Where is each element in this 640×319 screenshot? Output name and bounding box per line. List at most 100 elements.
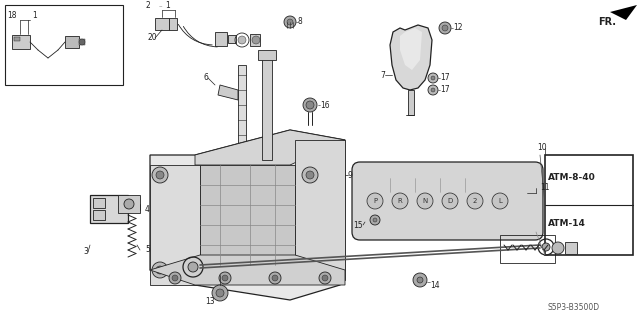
Circle shape [306,101,314,109]
Text: 18: 18 [7,11,17,20]
Text: 6: 6 [203,73,208,83]
Circle shape [252,36,260,44]
Circle shape [367,193,383,209]
Circle shape [156,171,164,179]
Circle shape [124,199,134,209]
Text: 12: 12 [453,24,463,33]
Bar [262,55,272,160]
Circle shape [172,275,178,281]
Text: 16: 16 [320,100,330,109]
Text: 4: 4 [145,205,150,214]
Text: 17: 17 [440,85,450,94]
Circle shape [219,272,231,284]
Circle shape [417,193,433,209]
Text: S5P3-B3500D: S5P3-B3500D [548,303,600,313]
Circle shape [212,285,228,301]
Circle shape [431,88,435,92]
Circle shape [306,171,314,179]
Circle shape [428,85,438,95]
Bar [295,140,345,280]
Circle shape [152,262,168,278]
Circle shape [319,272,331,284]
Circle shape [222,275,228,281]
Circle shape [431,76,435,80]
Circle shape [156,266,164,274]
Bar [258,50,276,60]
Bar [65,36,79,48]
Bar [250,34,260,46]
Bar [169,18,177,30]
Circle shape [169,272,181,284]
Circle shape [413,273,427,287]
Polygon shape [218,85,238,100]
Circle shape [306,266,314,274]
Circle shape [322,275,328,281]
Circle shape [428,73,438,83]
Polygon shape [400,28,422,70]
Text: 10: 10 [537,144,547,152]
Text: 9: 9 [348,170,353,180]
Bar [5,5,123,85]
Text: 13: 13 [205,298,215,307]
Bar [155,18,169,30]
Circle shape [272,275,278,281]
Polygon shape [150,130,345,300]
Bar [150,165,200,285]
Bar [500,235,555,263]
Text: 17: 17 [440,73,450,83]
Circle shape [373,218,377,222]
Circle shape [302,262,318,278]
Circle shape [284,16,296,28]
Circle shape [238,36,246,44]
Text: ATM-8-40: ATM-8-40 [548,174,596,182]
Circle shape [188,262,198,272]
Polygon shape [610,5,637,20]
Text: 1: 1 [32,11,36,20]
Text: D: D [447,198,452,204]
Circle shape [302,167,318,183]
Bar [565,242,577,254]
Text: 2: 2 [473,198,477,204]
Bar [545,155,633,255]
Text: 14: 14 [430,280,440,290]
Text: 20: 20 [148,33,157,42]
Circle shape [392,193,408,209]
Text: 2: 2 [145,2,150,11]
Text: 3: 3 [83,248,88,256]
Text: 1: 1 [165,2,170,11]
Circle shape [542,243,550,251]
Bar [14,37,20,41]
Bar [12,35,30,49]
Text: L: L [498,198,502,204]
Circle shape [152,167,168,183]
Text: 5: 5 [145,246,150,255]
Circle shape [442,193,458,209]
Circle shape [269,272,281,284]
Text: 15: 15 [353,220,363,229]
Polygon shape [150,255,345,285]
Bar [408,90,414,115]
Circle shape [303,98,317,112]
Circle shape [492,193,508,209]
FancyBboxPatch shape [352,162,543,240]
Text: FR.: FR. [598,17,616,27]
Bar [228,35,236,43]
Bar [238,65,246,155]
Text: ATM-14: ATM-14 [548,219,586,227]
Circle shape [442,25,448,31]
Circle shape [216,289,224,297]
Circle shape [467,193,483,209]
Circle shape [552,242,564,254]
Text: –: – [159,3,163,9]
Text: 7: 7 [380,70,385,79]
Text: 8: 8 [298,18,303,26]
Circle shape [439,22,451,34]
Circle shape [370,215,380,225]
Bar [215,32,227,46]
Polygon shape [390,25,432,90]
Text: 11: 11 [540,183,550,192]
Bar [90,195,128,223]
Circle shape [287,19,293,25]
Bar [79,39,85,45]
Text: P: P [373,198,377,204]
